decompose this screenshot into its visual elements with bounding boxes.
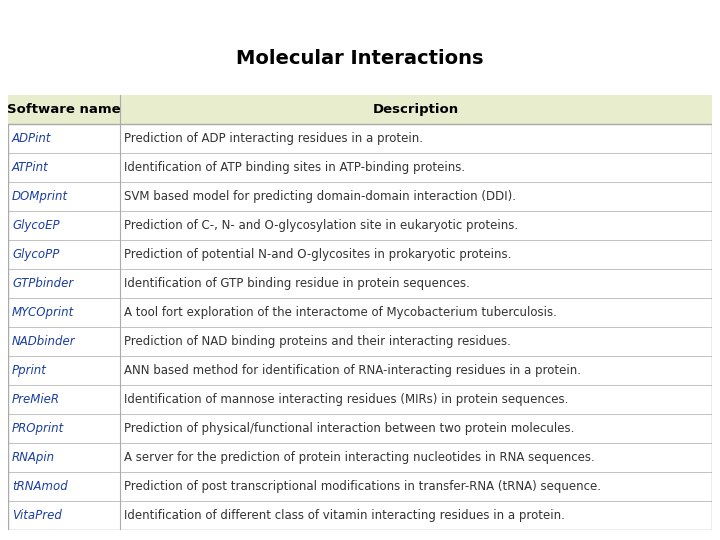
Text: GTPbinder: GTPbinder [12, 277, 73, 290]
Text: A tool fort exploration of the interactome of Mycobacterium tuberculosis.: A tool fort exploration of the interacto… [124, 306, 557, 319]
Text: Prediction of NAD binding proteins and their interacting residues.: Prediction of NAD binding proteins and t… [124, 335, 511, 348]
Text: GlycoEP: GlycoEP [12, 219, 60, 232]
Text: DOMprint: DOMprint [12, 190, 68, 203]
Text: tRNAmod: tRNAmod [12, 480, 68, 493]
Text: Description: Description [373, 103, 459, 116]
Text: Prediction of physical/functional interaction between two protein molecules.: Prediction of physical/functional intera… [124, 422, 575, 435]
Text: Molecular Interactions: Molecular Interactions [236, 49, 484, 68]
Text: VitaPred: VitaPred [12, 509, 62, 522]
Text: Identification of ATP binding sites in ATP-binding proteins.: Identification of ATP binding sites in A… [124, 161, 465, 174]
Text: Prediction of ADP interacting residues in a protein.: Prediction of ADP interacting residues i… [124, 132, 423, 145]
Text: ATPint: ATPint [12, 161, 49, 174]
Text: Prediction of C-, N- and O-glycosylation site in eukaryotic proteins.: Prediction of C-, N- and O-glycosylation… [124, 219, 518, 232]
Text: Pprint: Pprint [12, 364, 47, 377]
Text: Prediction of post transcriptional modifications in transfer-RNA (tRNA) sequence: Prediction of post transcriptional modif… [124, 480, 601, 493]
Text: RNApin: RNApin [12, 451, 55, 464]
Text: Prediction of potential N-and O-glycosites in prokaryotic proteins.: Prediction of potential N-and O-glycosit… [124, 248, 511, 261]
Text: PreMieR: PreMieR [12, 393, 60, 406]
Text: Software name: Software name [7, 103, 121, 116]
Text: GlycoPP: GlycoPP [12, 248, 59, 261]
Text: PROprint: PROprint [12, 422, 64, 435]
Bar [8, 95, 712, 124]
Text: SVM based model for predicting domain-domain interaction (DDI).: SVM based model for predicting domain-do… [124, 190, 516, 203]
Text: Identification of GTP binding residue in protein sequences.: Identification of GTP binding residue in… [124, 277, 470, 290]
Text: ANN based method for identification of RNA-interacting residues in a protein.: ANN based method for identification of R… [124, 364, 581, 377]
Text: Identification of mannose interacting residues (MIRs) in protein sequences.: Identification of mannose interacting re… [124, 393, 568, 406]
Text: ADPint: ADPint [12, 132, 52, 145]
Text: Identification of different class of vitamin interacting residues in a protein.: Identification of different class of vit… [124, 509, 565, 522]
Text: NADbinder: NADbinder [12, 335, 76, 348]
Text: A server for the prediction of protein interacting nucleotides in RNA sequences.: A server for the prediction of protein i… [124, 451, 595, 464]
Text: MYCOprint: MYCOprint [12, 306, 74, 319]
